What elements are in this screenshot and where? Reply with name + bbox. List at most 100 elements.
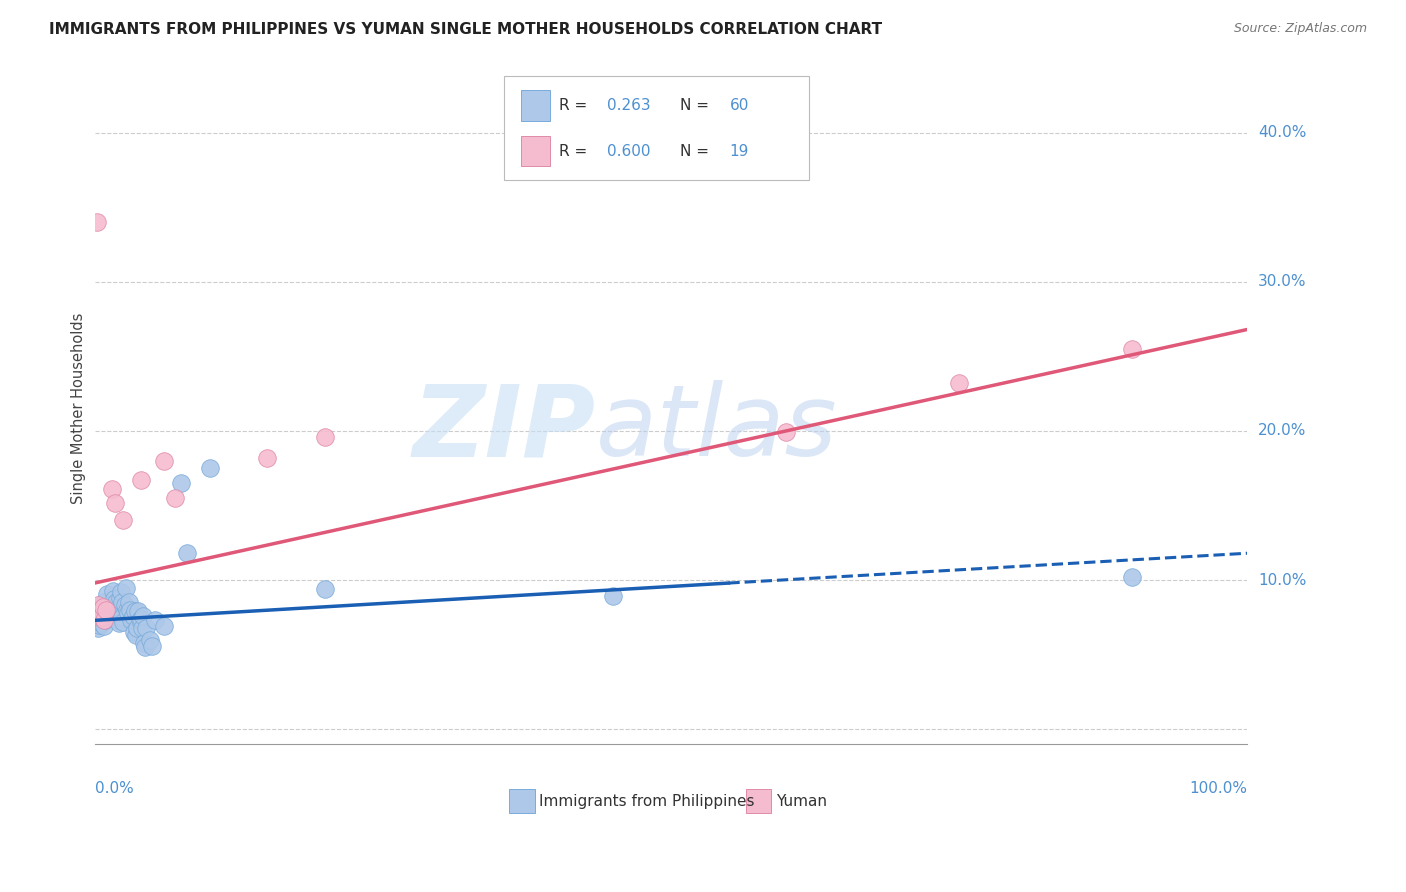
Text: ZIP: ZIP bbox=[413, 380, 596, 477]
Text: 0.263: 0.263 bbox=[607, 98, 651, 113]
Point bbox=[104, 495, 127, 509]
Point bbox=[134, 636, 156, 650]
Point bbox=[120, 613, 142, 627]
Text: Immigrants from Philippines: Immigrants from Philippines bbox=[540, 794, 755, 809]
Point bbox=[127, 621, 149, 635]
Point bbox=[152, 619, 174, 633]
Point bbox=[135, 621, 157, 635]
Point bbox=[121, 608, 143, 623]
Point bbox=[93, 613, 115, 627]
Point bbox=[176, 546, 198, 560]
Point bbox=[111, 610, 134, 624]
Point bbox=[89, 610, 111, 624]
Point bbox=[90, 616, 112, 631]
Point bbox=[110, 585, 132, 599]
Point bbox=[89, 603, 111, 617]
Text: N =: N = bbox=[681, 144, 714, 159]
Point bbox=[118, 595, 141, 609]
Point bbox=[86, 615, 108, 629]
Point bbox=[256, 450, 278, 465]
Point bbox=[100, 599, 122, 613]
Point bbox=[104, 601, 127, 615]
Point bbox=[101, 583, 124, 598]
Point bbox=[103, 604, 125, 618]
Point bbox=[112, 513, 135, 527]
Point bbox=[107, 616, 129, 631]
Point bbox=[152, 454, 174, 468]
Text: atlas: atlas bbox=[596, 380, 838, 477]
Text: Source: ZipAtlas.com: Source: ZipAtlas.com bbox=[1233, 22, 1367, 36]
Point bbox=[115, 603, 138, 617]
Point bbox=[314, 582, 336, 596]
Point bbox=[602, 590, 624, 604]
FancyBboxPatch shape bbox=[745, 789, 770, 813]
Text: 19: 19 bbox=[730, 144, 749, 159]
Point bbox=[91, 599, 114, 614]
Point bbox=[948, 376, 970, 391]
Point bbox=[86, 606, 108, 620]
Text: N =: N = bbox=[681, 98, 714, 113]
Point bbox=[101, 608, 124, 623]
FancyBboxPatch shape bbox=[503, 77, 808, 180]
Point bbox=[89, 617, 111, 632]
Point bbox=[775, 425, 797, 440]
Text: R =: R = bbox=[560, 98, 592, 113]
Point bbox=[129, 612, 152, 626]
FancyBboxPatch shape bbox=[522, 90, 550, 120]
Text: 40.0%: 40.0% bbox=[1258, 125, 1306, 140]
Text: IMMIGRANTS FROM PHILIPPINES VS YUMAN SINGLE MOTHER HOUSEHOLDS CORRELATION CHART: IMMIGRANTS FROM PHILIPPINES VS YUMAN SIN… bbox=[49, 22, 883, 37]
Point bbox=[114, 581, 136, 595]
Point bbox=[87, 621, 110, 635]
Point bbox=[112, 615, 135, 629]
Point bbox=[128, 613, 150, 627]
Point bbox=[89, 606, 111, 620]
Point bbox=[132, 608, 155, 623]
Point bbox=[143, 613, 166, 627]
Point bbox=[129, 473, 152, 487]
Point bbox=[91, 603, 114, 617]
Point bbox=[134, 640, 156, 655]
Point bbox=[1121, 342, 1143, 356]
Point bbox=[89, 599, 111, 614]
Point bbox=[124, 604, 146, 618]
Point bbox=[127, 604, 149, 618]
Text: 0.0%: 0.0% bbox=[94, 781, 134, 796]
Point bbox=[84, 610, 107, 624]
Point bbox=[90, 610, 112, 624]
FancyBboxPatch shape bbox=[509, 789, 534, 813]
Point bbox=[93, 619, 115, 633]
Point bbox=[170, 476, 193, 491]
Point bbox=[114, 599, 136, 613]
Text: 20.0%: 20.0% bbox=[1258, 424, 1306, 439]
Point bbox=[98, 599, 121, 614]
Point bbox=[1121, 570, 1143, 584]
Text: Yuman: Yuman bbox=[776, 794, 827, 809]
Point bbox=[105, 595, 128, 609]
Point bbox=[87, 599, 110, 613]
Point bbox=[97, 604, 120, 618]
Text: 10.0%: 10.0% bbox=[1258, 573, 1306, 588]
Text: 0.600: 0.600 bbox=[607, 144, 651, 159]
Y-axis label: Single Mother Households: Single Mother Households bbox=[72, 313, 86, 504]
Point bbox=[122, 625, 145, 640]
Point bbox=[314, 430, 336, 444]
FancyBboxPatch shape bbox=[522, 136, 550, 166]
Point bbox=[94, 603, 117, 617]
Point bbox=[125, 628, 148, 642]
Text: 60: 60 bbox=[730, 98, 749, 113]
Point bbox=[107, 613, 129, 627]
Text: 100.0%: 100.0% bbox=[1189, 781, 1247, 796]
Point bbox=[96, 586, 118, 600]
Point bbox=[94, 608, 117, 623]
Text: 30.0%: 30.0% bbox=[1258, 275, 1306, 289]
Point bbox=[117, 606, 139, 620]
Point bbox=[111, 595, 134, 609]
Point bbox=[165, 491, 187, 505]
Point bbox=[93, 595, 115, 609]
Point bbox=[198, 461, 221, 475]
Point bbox=[101, 482, 124, 496]
Point bbox=[86, 215, 108, 229]
Point bbox=[141, 639, 163, 653]
Point bbox=[120, 603, 142, 617]
Point bbox=[131, 621, 153, 635]
